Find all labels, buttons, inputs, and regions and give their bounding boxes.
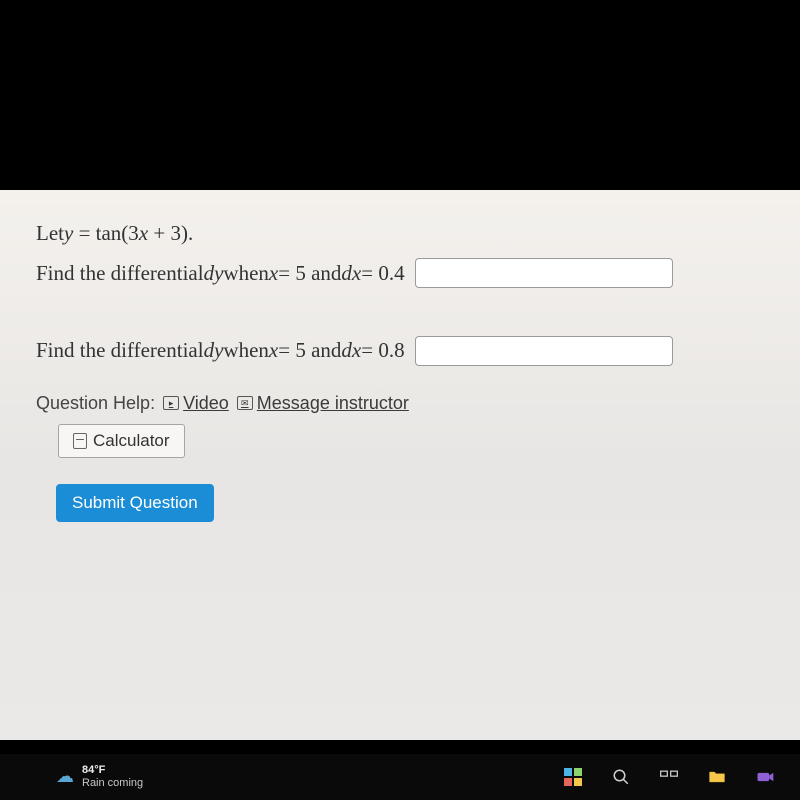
weather-icon: ☁	[56, 766, 74, 788]
var-dx: dx	[341, 258, 361, 290]
task-view-icon	[659, 767, 679, 787]
windows-icon	[564, 768, 582, 786]
video-label: Video	[183, 393, 229, 414]
var-x: x	[139, 221, 148, 245]
answer-input-2[interactable]	[415, 336, 673, 366]
text: Let	[36, 218, 64, 250]
prompt-line-1: Find the differential dy when x = 5 and …	[36, 258, 764, 290]
start-button[interactable]	[562, 766, 584, 788]
search-icon	[612, 768, 630, 786]
text: Find the differential	[36, 335, 204, 367]
var-dx: dx	[341, 335, 361, 367]
help-row: Question Help: ▸ Video ✉ Message instruc…	[36, 393, 764, 414]
explorer-button[interactable]	[706, 766, 728, 788]
message-label: Message instructor	[257, 393, 409, 414]
var-dy: dy	[204, 258, 224, 290]
message-instructor-link[interactable]: ✉ Message instructor	[237, 393, 409, 414]
calculator-button[interactable]: Calculator	[58, 424, 185, 458]
prompt-line-2: Find the differential dy when x = 5 and …	[36, 335, 764, 367]
video-link[interactable]: ▸ Video	[163, 393, 229, 414]
text: = 5 and	[278, 335, 341, 367]
var-dy: dy	[204, 335, 224, 367]
var-x: x	[269, 258, 278, 290]
calculator-icon	[73, 433, 87, 449]
mail-icon: ✉	[237, 396, 253, 410]
help-label: Question Help:	[36, 393, 155, 414]
text: Find the differential	[36, 258, 204, 290]
forecast: Rain coming	[82, 777, 143, 790]
search-button[interactable]	[610, 766, 632, 788]
var-x: x	[269, 335, 278, 367]
video-icon: ▸	[163, 396, 179, 410]
text: when	[223, 258, 269, 290]
calculator-label: Calculator	[93, 431, 170, 451]
weather-widget[interactable]: ☁ 84°F Rain coming	[56, 764, 143, 790]
camera-icon	[755, 767, 775, 787]
camera-button[interactable]	[754, 766, 776, 788]
submit-button[interactable]: Submit Question	[56, 484, 214, 522]
text: when	[223, 335, 269, 367]
temperature: 84°F	[82, 764, 143, 777]
text: = tan(3	[73, 221, 139, 245]
text: + 3).	[148, 221, 193, 245]
text: = 0.4	[361, 258, 404, 290]
question-panel: Let y = tan(3x + 3). Find the differenti…	[0, 190, 800, 740]
folder-icon	[707, 767, 727, 787]
text: = 0.8	[361, 335, 404, 367]
var-y: y	[64, 221, 73, 245]
taskbar: ☁ 84°F Rain coming	[0, 754, 800, 800]
answer-input-1[interactable]	[415, 258, 673, 288]
text: = 5 and	[278, 258, 341, 290]
task-view-button[interactable]	[658, 766, 680, 788]
equation-line: Let y = tan(3x + 3).	[36, 218, 764, 250]
